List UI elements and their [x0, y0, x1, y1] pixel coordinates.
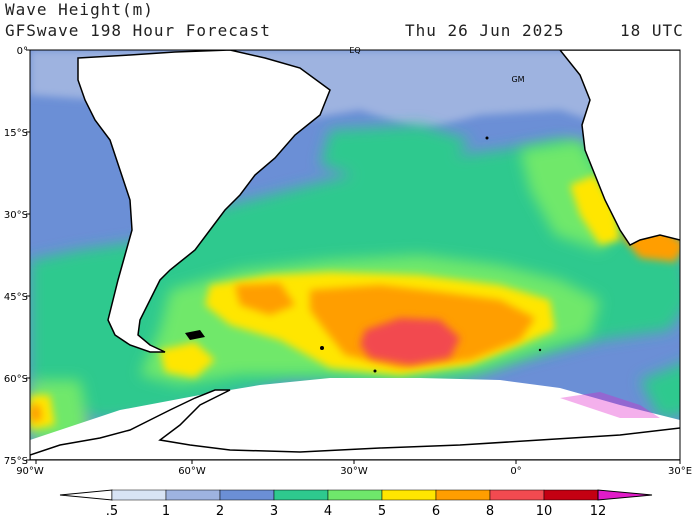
colorbar-label-6: 6 — [432, 504, 440, 519]
colorbar-swatch-8 — [543, 489, 599, 501]
colorbar-swatch-5 — [381, 489, 437, 501]
colorbar-over-triangle — [597, 489, 653, 501]
greenwich-marker: GM — [511, 75, 524, 84]
forecast-date: Thu 26 Jun 2025 — [405, 21, 565, 40]
colorbar-swatch-1 — [165, 489, 221, 501]
lat-label-45s: 45°S — [4, 292, 28, 303]
colorbar-label-5: 5 — [378, 504, 386, 519]
colorbar-swatch-3 — [273, 489, 329, 501]
colorbar-swatch-0 — [111, 489, 167, 501]
colorbar-label-2: 2 — [216, 504, 224, 519]
colorbar-label-0: .5 — [106, 504, 118, 519]
colorbar-label-8: 10 — [536, 504, 553, 519]
colorbar-label-4: 4 — [324, 504, 332, 519]
lon-label-90w: 90°W — [16, 466, 44, 477]
colorbar-label-9: 12 — [590, 504, 607, 519]
colorbar-swatch-4 — [327, 489, 383, 501]
colorbar-label-7: 8 — [486, 504, 494, 519]
colorbar-swatch-6 — [435, 489, 491, 501]
south-america — [77, 50, 331, 353]
africa — [559, 50, 680, 246]
colorbar-label-3: 3 — [270, 504, 278, 519]
band-8-10m — [360, 318, 460, 365]
equator-marker: EQ — [349, 46, 360, 55]
lon-label-30w: 30°W — [340, 466, 368, 477]
colorbar-swatch-2 — [219, 489, 275, 501]
colorbar-under-triangle — [59, 489, 113, 501]
colorbar: .5 1 2 3 4 5 6 8 10 12 — [59, 489, 653, 519]
lon-label-0: 0° — [510, 466, 521, 477]
land — [30, 50, 680, 460]
lon-label-30e: 30°E — [668, 466, 692, 477]
lat-label-0: 0° — [17, 46, 28, 57]
chart-title: Wave Height(m) — [5, 0, 154, 19]
model-label: GFSwave 198 Hour Forecast — [5, 21, 271, 40]
lon-label-60w: 60°W — [178, 466, 206, 477]
forecast-time: 18 UTC — [620, 21, 684, 40]
colorbar-label-1: 1 — [162, 504, 170, 519]
lat-label-15s: 15°S — [4, 128, 28, 139]
lat-label-30s: 30°S — [4, 210, 28, 221]
falklands — [185, 330, 205, 340]
lat-label-60s: 60°S — [4, 374, 28, 385]
map-frame — [29, 49, 681, 461]
colorbar-swatch-7 — [489, 489, 545, 501]
antarctica — [30, 389, 680, 460]
lat-label-75s: 75°S — [4, 456, 28, 467]
